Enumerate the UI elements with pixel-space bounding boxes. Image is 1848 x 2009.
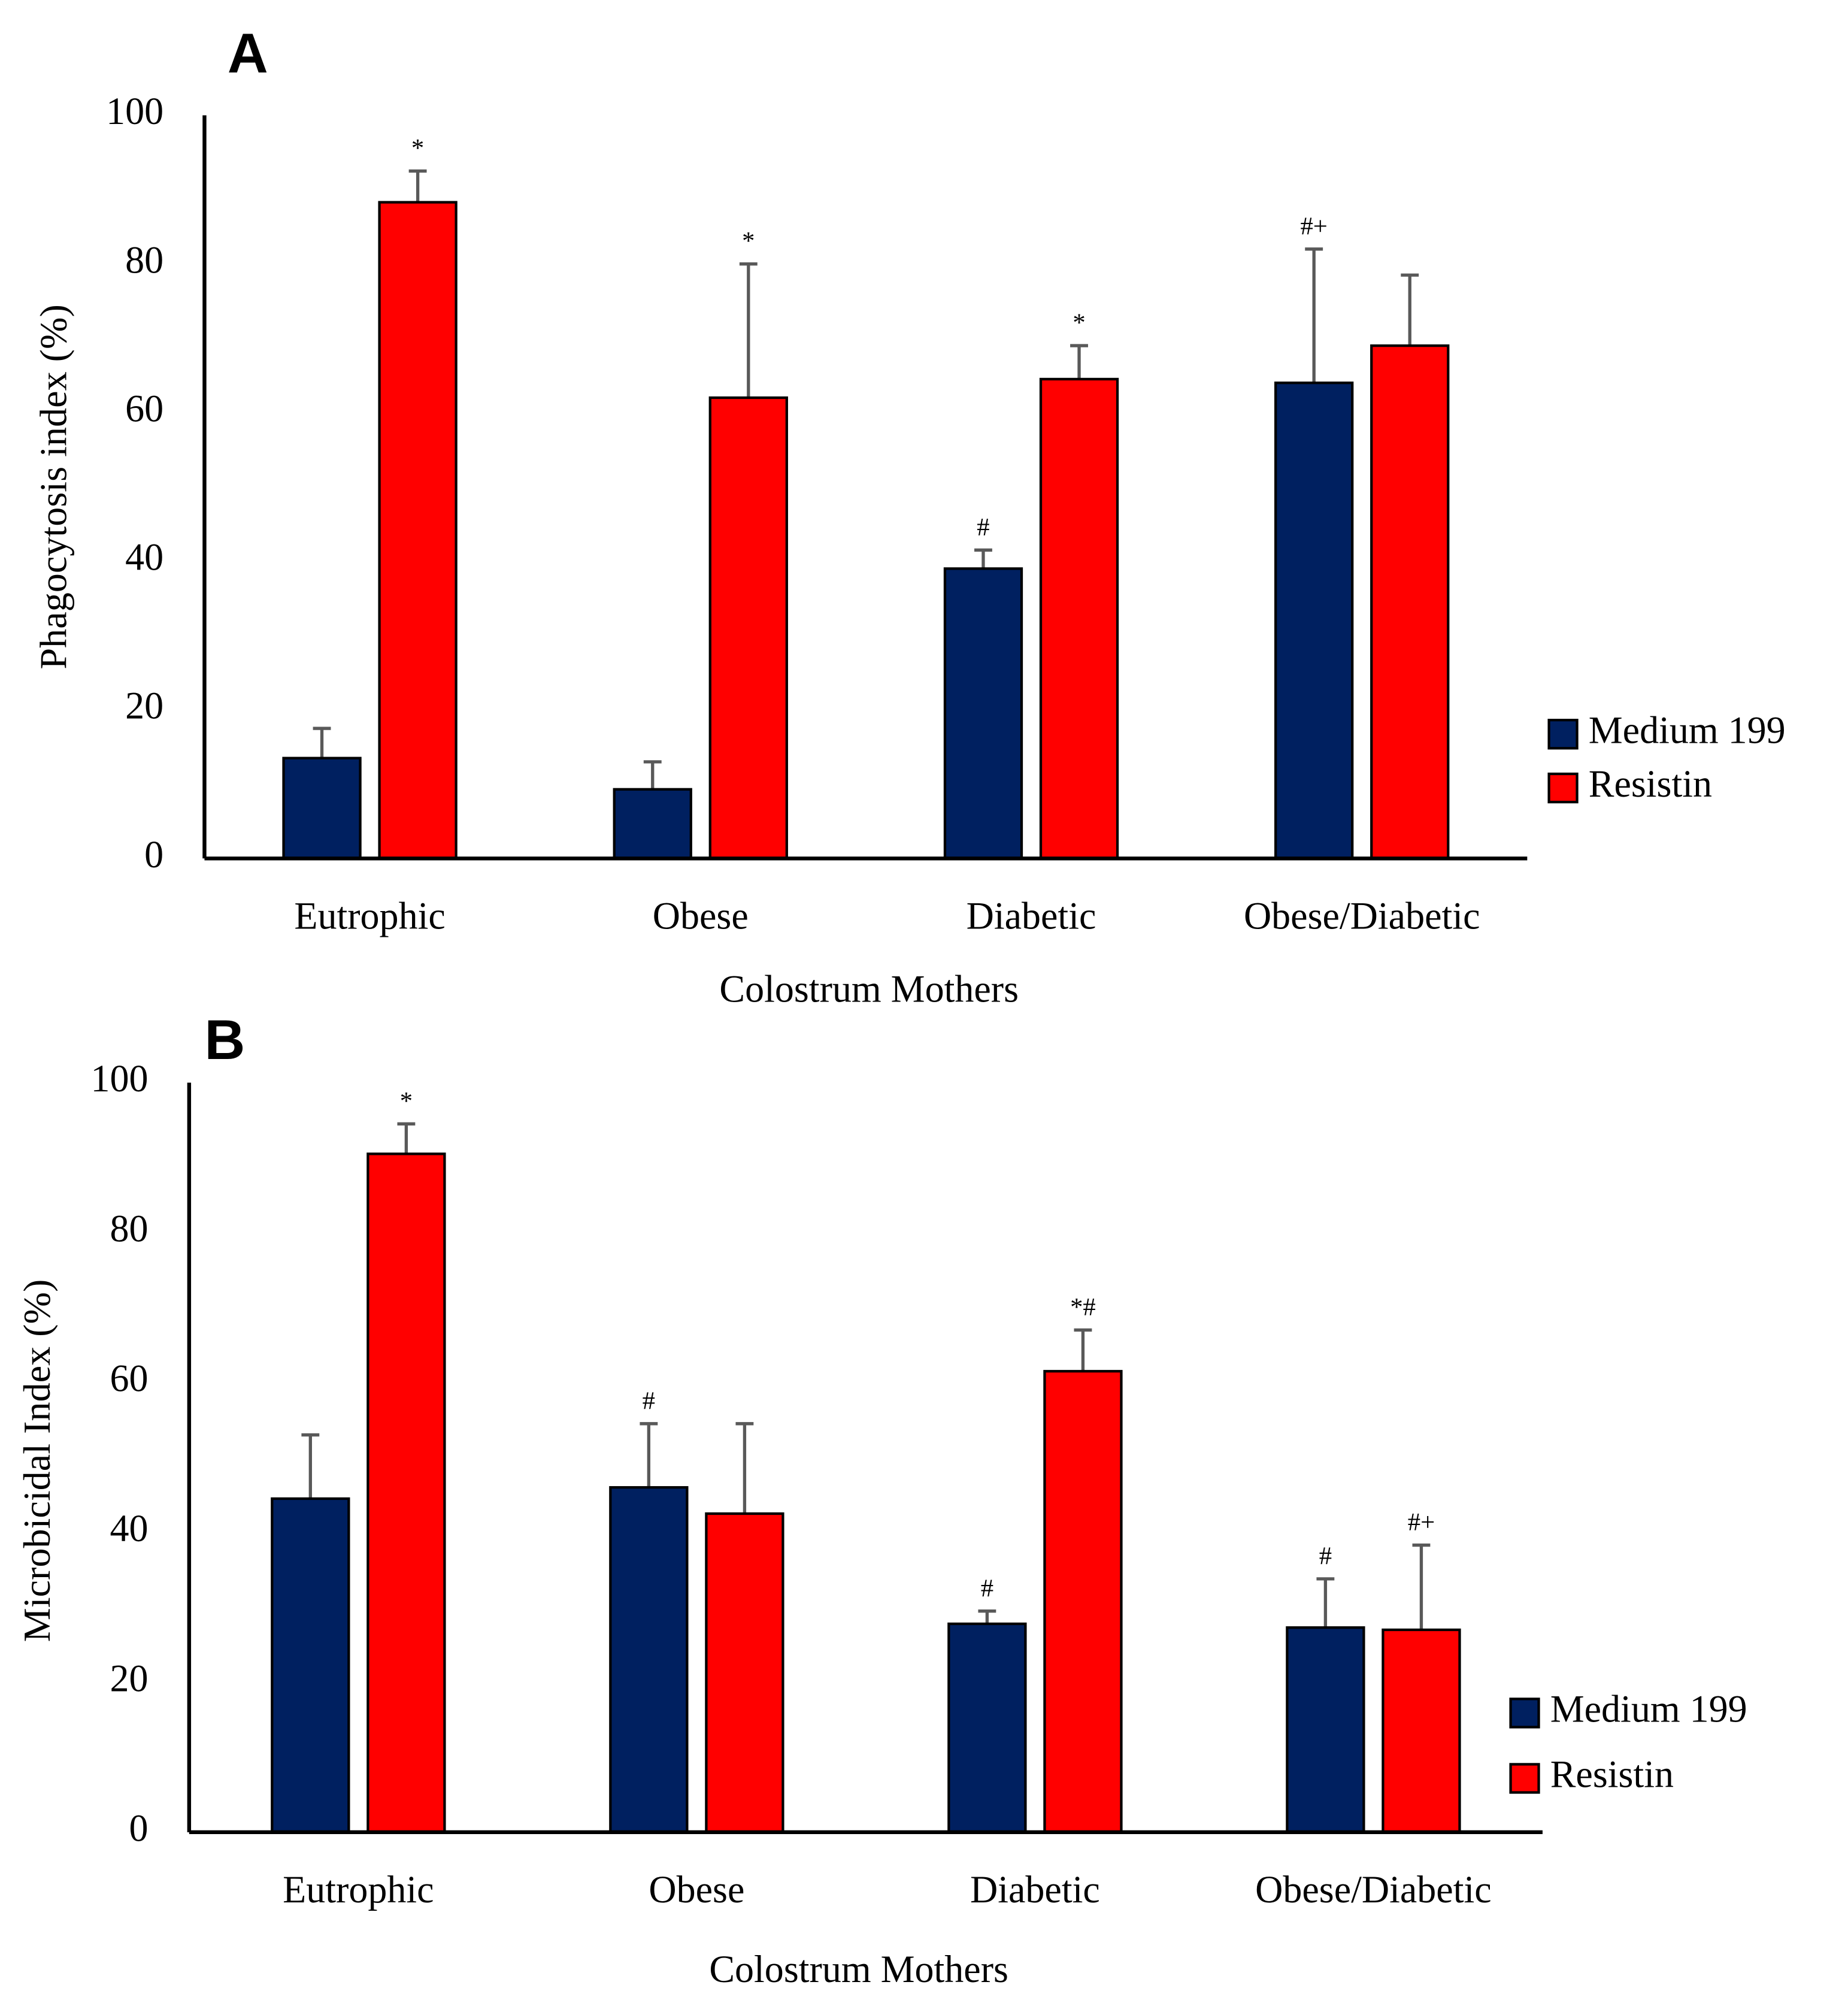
x-tick-label: Obese/Diabetic [1255,1868,1492,1911]
y-axis-label: Microbicidal Index (%) [16,1279,58,1642]
x-axis-label: Colostrum Mothers [709,1948,1008,1990]
bar [705,1512,784,1833]
significance-mark: * [411,134,424,162]
significance-mark: * [742,227,755,255]
y-tick-label: 20 [110,1657,149,1699]
x-tick-label: Obese/Diabetic [1244,894,1480,937]
y-tick-label: 40 [110,1507,149,1550]
bar [271,1497,350,1833]
y-tick-label: 40 [125,536,163,579]
bar [378,201,458,860]
bar [1370,344,1450,860]
bar [708,396,788,860]
significance-mark: #+ [1300,212,1327,240]
legend-label: Resistin [1589,763,1712,805]
y-tick-label: 60 [125,387,163,429]
significance-mark: * [1073,309,1085,337]
significance-mark: # [977,513,989,541]
legend-swatch [1547,718,1579,750]
x-tick-label: Obese [653,894,749,937]
significance-mark: # [981,1574,993,1602]
bar [1286,1626,1365,1833]
panel-label: A [228,22,268,84]
y-tick-label: 100 [91,1057,149,1100]
bar [1274,382,1354,860]
bar [366,1152,446,1833]
legend-label: Medium 199 [1589,709,1786,751]
bar [282,757,362,860]
panel-label: B [204,1008,245,1071]
legend-swatch [1509,1698,1540,1729]
legend-label: Medium 199 [1550,1688,1747,1730]
x-tick-label: Diabetic [967,894,1096,937]
y-tick-label: 20 [125,685,163,727]
bar [947,1622,1027,1833]
x-tick-label: Eutrophic [283,1868,434,1911]
significance-mark: *# [1070,1293,1096,1321]
y-tick-label: 80 [125,238,163,281]
legend-label: Resistin [1550,1753,1674,1796]
y-tick-label: 100 [106,90,163,132]
significance-mark: #+ [1408,1508,1435,1536]
bar [943,567,1023,860]
x-tick-label: Diabetic [970,1868,1100,1911]
significance-mark: # [643,1387,655,1415]
bar [1382,1628,1461,1833]
y-tick-label: 0 [144,833,163,876]
x-tick-label: Obese [649,1868,744,1911]
y-tick-label: 0 [129,1807,149,1849]
bar [1039,377,1119,860]
bar [613,788,692,860]
x-tick-label: Eutrophic [294,894,445,937]
bar [1043,1370,1123,1833]
y-tick-label: 80 [110,1207,149,1249]
legend-swatch [1509,1763,1540,1794]
y-axis-label: Phagocytosis index (%) [32,304,75,669]
bar [609,1486,689,1833]
significance-mark: # [1319,1542,1332,1570]
legend-swatch [1547,772,1579,804]
x-axis-label: Colostrum Mothers [719,967,1019,1010]
y-tick-label: 60 [110,1357,149,1400]
significance-mark: * [400,1087,413,1115]
